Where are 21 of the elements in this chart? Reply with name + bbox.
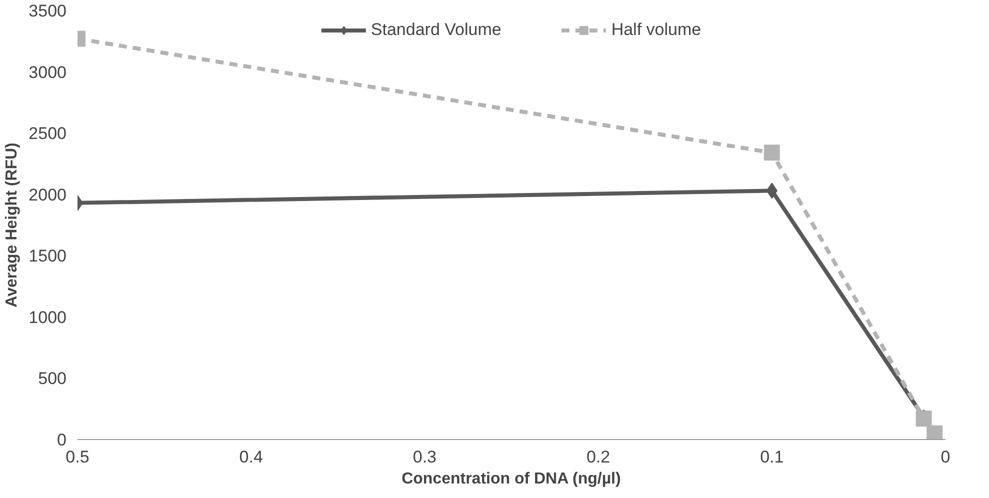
x-tick-label: 0.2 (586, 448, 610, 466)
point (916, 410, 932, 427)
y-tick-label: 0 (57, 430, 67, 450)
legend-label: Half volume (611, 20, 702, 40)
point (926, 425, 943, 440)
x-tick-label: 0.5 (66, 448, 90, 466)
point (764, 144, 780, 161)
y-tick-label: 500 (38, 369, 67, 388)
y-axis-title: Average Height (RFU) (4, 142, 21, 308)
legend-label: Standard Volume (370, 20, 502, 40)
y-tick-label: 2000 (28, 185, 67, 204)
y-tick-label: 3000 (28, 62, 67, 82)
x-tick-label: 0 (940, 448, 950, 466)
y-tick-label: 2500 (28, 124, 67, 144)
y-tick-label: 3500 (28, 2, 67, 20)
x-tick-label: 0.3 (412, 448, 437, 466)
x-tick-label: 0.4 (239, 448, 263, 466)
x-axis-title: Concentration of DNA (ng/µl) (402, 470, 621, 488)
y-tick-label: 1500 (28, 246, 67, 266)
x-tick-label: 0.1 (760, 448, 784, 466)
y-tick-label: 1000 (28, 308, 67, 327)
